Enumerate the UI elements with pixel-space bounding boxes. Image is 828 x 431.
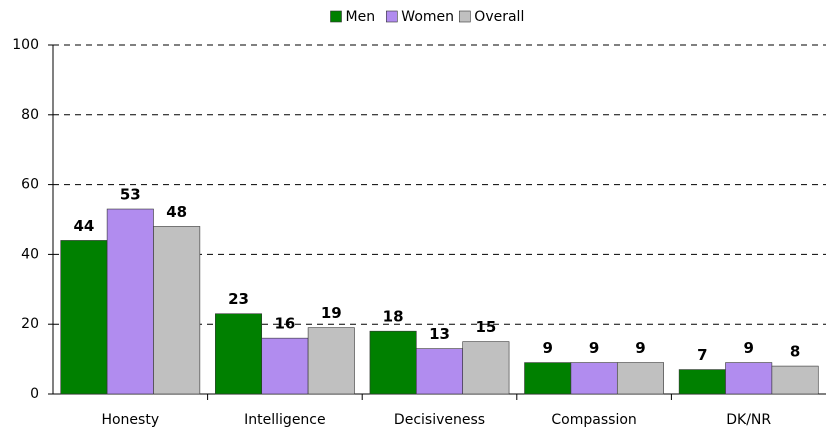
y-tick-label: 60 (21, 177, 39, 193)
bar (771, 365, 819, 395)
value-label: 9 (589, 339, 599, 357)
value-label: 16 (274, 315, 295, 333)
value-label: 44 (73, 217, 94, 235)
y-tick-label: 40 (21, 246, 39, 262)
value-label: 53 (120, 186, 141, 204)
x-tick-label: Compassion (551, 412, 636, 428)
bar (369, 330, 417, 395)
value-label: 9 (743, 339, 753, 357)
y-tick-label: 0 (30, 386, 39, 402)
y-tick-label: 80 (21, 107, 39, 123)
bar (570, 362, 618, 395)
value-label: 23 (228, 290, 249, 308)
x-tick-label: DK/NR (726, 412, 771, 428)
legend-label: Women (401, 9, 454, 25)
bar (261, 337, 309, 395)
legend-swatch (458, 10, 471, 23)
legend-label: Overall (474, 9, 524, 25)
bar (725, 362, 773, 395)
bar (416, 348, 463, 395)
value-label: 9 (635, 339, 645, 357)
value-label: 19 (321, 304, 342, 322)
legend-label: Men (346, 9, 376, 25)
value-label: 13 (429, 325, 450, 343)
bar (462, 341, 510, 395)
value-label: 7 (697, 346, 707, 364)
x-tick-label: Honesty (101, 412, 159, 428)
value-label: 9 (543, 339, 553, 357)
bar (524, 362, 572, 395)
value-label: 8 (790, 343, 800, 361)
legend-swatch (330, 10, 342, 23)
value-label: 48 (166, 203, 187, 221)
x-tick-label: Decisiveness (394, 412, 485, 428)
x-tick-label: Intelligence (244, 412, 325, 428)
value-label: 15 (475, 318, 496, 336)
y-tick-label: 20 (21, 316, 39, 332)
y-tick-label: 100 (12, 37, 39, 53)
bar (215, 313, 263, 395)
bar (307, 327, 355, 395)
bar (106, 208, 154, 395)
bar (153, 226, 201, 395)
bar (678, 369, 726, 395)
bar (616, 362, 664, 395)
legend-swatch (385, 10, 398, 23)
bar (60, 240, 108, 395)
value-label: 18 (383, 308, 404, 326)
